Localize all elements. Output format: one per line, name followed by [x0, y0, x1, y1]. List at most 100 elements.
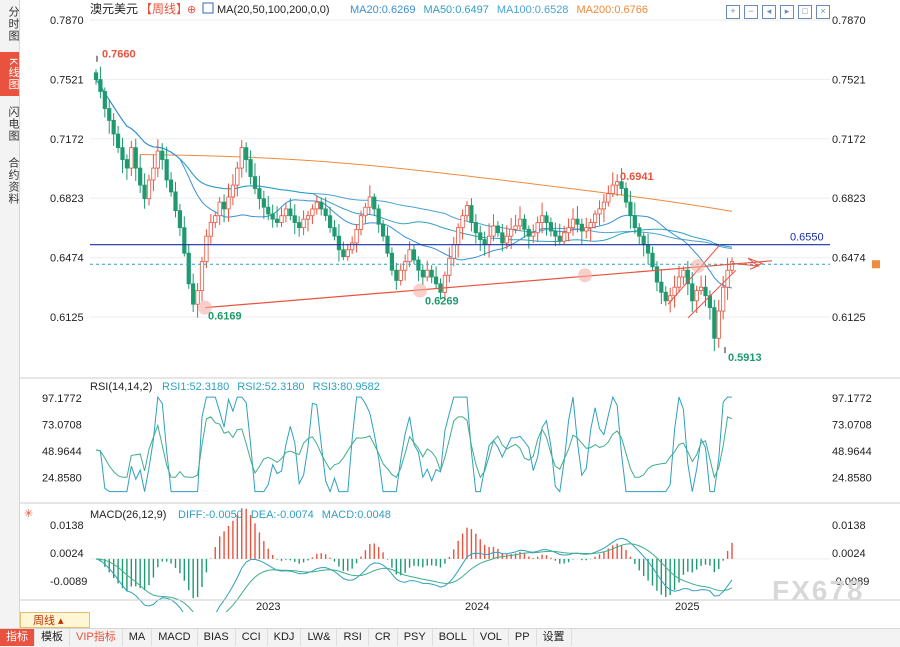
candle — [588, 218, 593, 242]
indicator-15[interactable]: 设置 — [537, 629, 572, 646]
plus-icon[interactable]: + — [726, 5, 740, 19]
candle — [115, 125, 121, 153]
candle-body — [350, 242, 355, 251]
candle — [332, 220, 337, 241]
right-icon[interactable]: ▸ — [780, 5, 794, 19]
price-axis-right: 0.7870 0.7521 0.7172 0.6823 0.6474 0.6125 — [832, 15, 866, 324]
macd-tick: -0.0089 — [832, 576, 869, 588]
candle-body — [336, 235, 342, 251]
indicator-11[interactable]: PSY — [398, 629, 433, 646]
candle-body — [694, 290, 699, 302]
price-tick: 0.6125 — [50, 312, 84, 324]
candle-body — [566, 227, 571, 234]
candle-body — [252, 176, 258, 189]
ma50-path — [95, 79, 733, 248]
candle — [553, 222, 558, 247]
candle — [380, 220, 386, 242]
macd-settings-icon[interactable]: ✳ — [24, 508, 33, 520]
candle — [182, 216, 187, 257]
candle-body — [685, 269, 690, 285]
ma-toggle-icon[interactable] — [202, 2, 214, 14]
indicator-2[interactable]: VIP指标 — [70, 629, 123, 646]
ma-values: MA20:0.6269 MA50:0.6497 MA100:0.6528 MA200:… — [350, 4, 648, 16]
candle-body — [619, 181, 624, 189]
candle-body — [191, 283, 196, 305]
candle — [310, 204, 315, 224]
touch-point — [198, 300, 212, 315]
candle-body — [332, 227, 337, 237]
candle — [681, 266, 686, 285]
candle-body — [637, 227, 642, 237]
value-item: DEA:-0.0074 — [251, 509, 314, 521]
candle — [597, 200, 602, 226]
indicator-4[interactable]: MACD — [152, 629, 198, 646]
candle-body — [204, 235, 209, 263]
candle-body — [199, 261, 205, 292]
macd-axis: 0.0138 0.0138 0.0024 0.0024 -0.0089 -0.0089 — [50, 520, 869, 588]
indicator-14[interactable]: PP — [509, 629, 537, 646]
candle — [191, 273, 196, 312]
candle-body — [570, 218, 576, 229]
period-select[interactable]: 周线 ▴ — [20, 612, 90, 628]
indicator-5[interactable]: BIAS — [198, 629, 236, 646]
indicator-13[interactable]: VOL — [474, 629, 509, 646]
candle-body — [478, 232, 483, 240]
indicator-12[interactable]: BOLL — [433, 629, 474, 646]
candle-body — [186, 252, 191, 285]
indicator-9[interactable]: RSI — [337, 629, 369, 646]
candle — [522, 214, 527, 238]
candle — [566, 218, 571, 242]
candle-body — [107, 108, 112, 121]
fit-icon[interactable]: □ — [798, 5, 812, 19]
indicator-6[interactable]: CCI — [236, 629, 268, 646]
candle-body — [266, 206, 271, 215]
candle-body — [372, 196, 377, 210]
candle-body — [257, 188, 262, 200]
chart-canvas[interactable]: 澳元美元 【周线】 ⊕ MA(20,50,100,200,0,0) MA20:0… — [20, 0, 900, 612]
candle — [619, 168, 624, 196]
time-label-2024: 2024 — [465, 601, 489, 612]
candle-body — [716, 310, 721, 339]
candle — [407, 241, 412, 267]
candle — [606, 185, 611, 207]
candle-body — [451, 244, 456, 259]
indicator-10[interactable]: CR — [369, 629, 398, 646]
indicator-8[interactable]: LW& — [301, 629, 338, 646]
candle-body — [504, 235, 509, 244]
candle — [531, 224, 536, 244]
candle-body — [473, 222, 478, 234]
indicator-7[interactable]: KDJ — [268, 629, 302, 646]
candle — [411, 244, 417, 264]
close-icon[interactable]: × — [816, 5, 830, 19]
candle — [168, 172, 174, 197]
tab-contract-info[interactable]: 合约资料 — [7, 157, 19, 205]
candle-body — [407, 249, 412, 263]
candle-body — [341, 249, 346, 257]
price-tick: 0.7172 — [832, 134, 866, 146]
minus-icon[interactable]: − — [744, 5, 758, 19]
indicator-3[interactable]: MA — [123, 629, 153, 646]
rising-trendline[interactable] — [204, 260, 773, 309]
tab-timeshare[interactable]: 分时图 — [7, 6, 19, 42]
tab-kline[interactable]: K线图 — [0, 52, 19, 96]
price-tick: 0.7870 — [50, 15, 84, 27]
indicator-1[interactable]: 模板 — [35, 629, 70, 646]
candle — [124, 154, 130, 180]
wedge-channel[interactable] — [667, 244, 737, 319]
candle — [133, 138, 138, 181]
candle-body — [442, 274, 448, 293]
candle — [433, 266, 439, 289]
candle-body — [632, 215, 637, 229]
candle — [610, 172, 615, 198]
left-icon[interactable]: ◂ — [762, 5, 776, 19]
candle-body — [129, 147, 134, 169]
tab-flash[interactable]: 闪电图 — [7, 106, 19, 142]
candle-body — [376, 208, 381, 225]
candle — [358, 210, 364, 236]
candle — [668, 287, 673, 313]
candle — [628, 190, 633, 229]
price-tick: 0.6823 — [832, 193, 866, 205]
indicator-0[interactable]: 指标 — [0, 629, 35, 646]
candle-body — [645, 244, 651, 254]
settings-icon[interactable]: ⊕ — [187, 4, 196, 16]
